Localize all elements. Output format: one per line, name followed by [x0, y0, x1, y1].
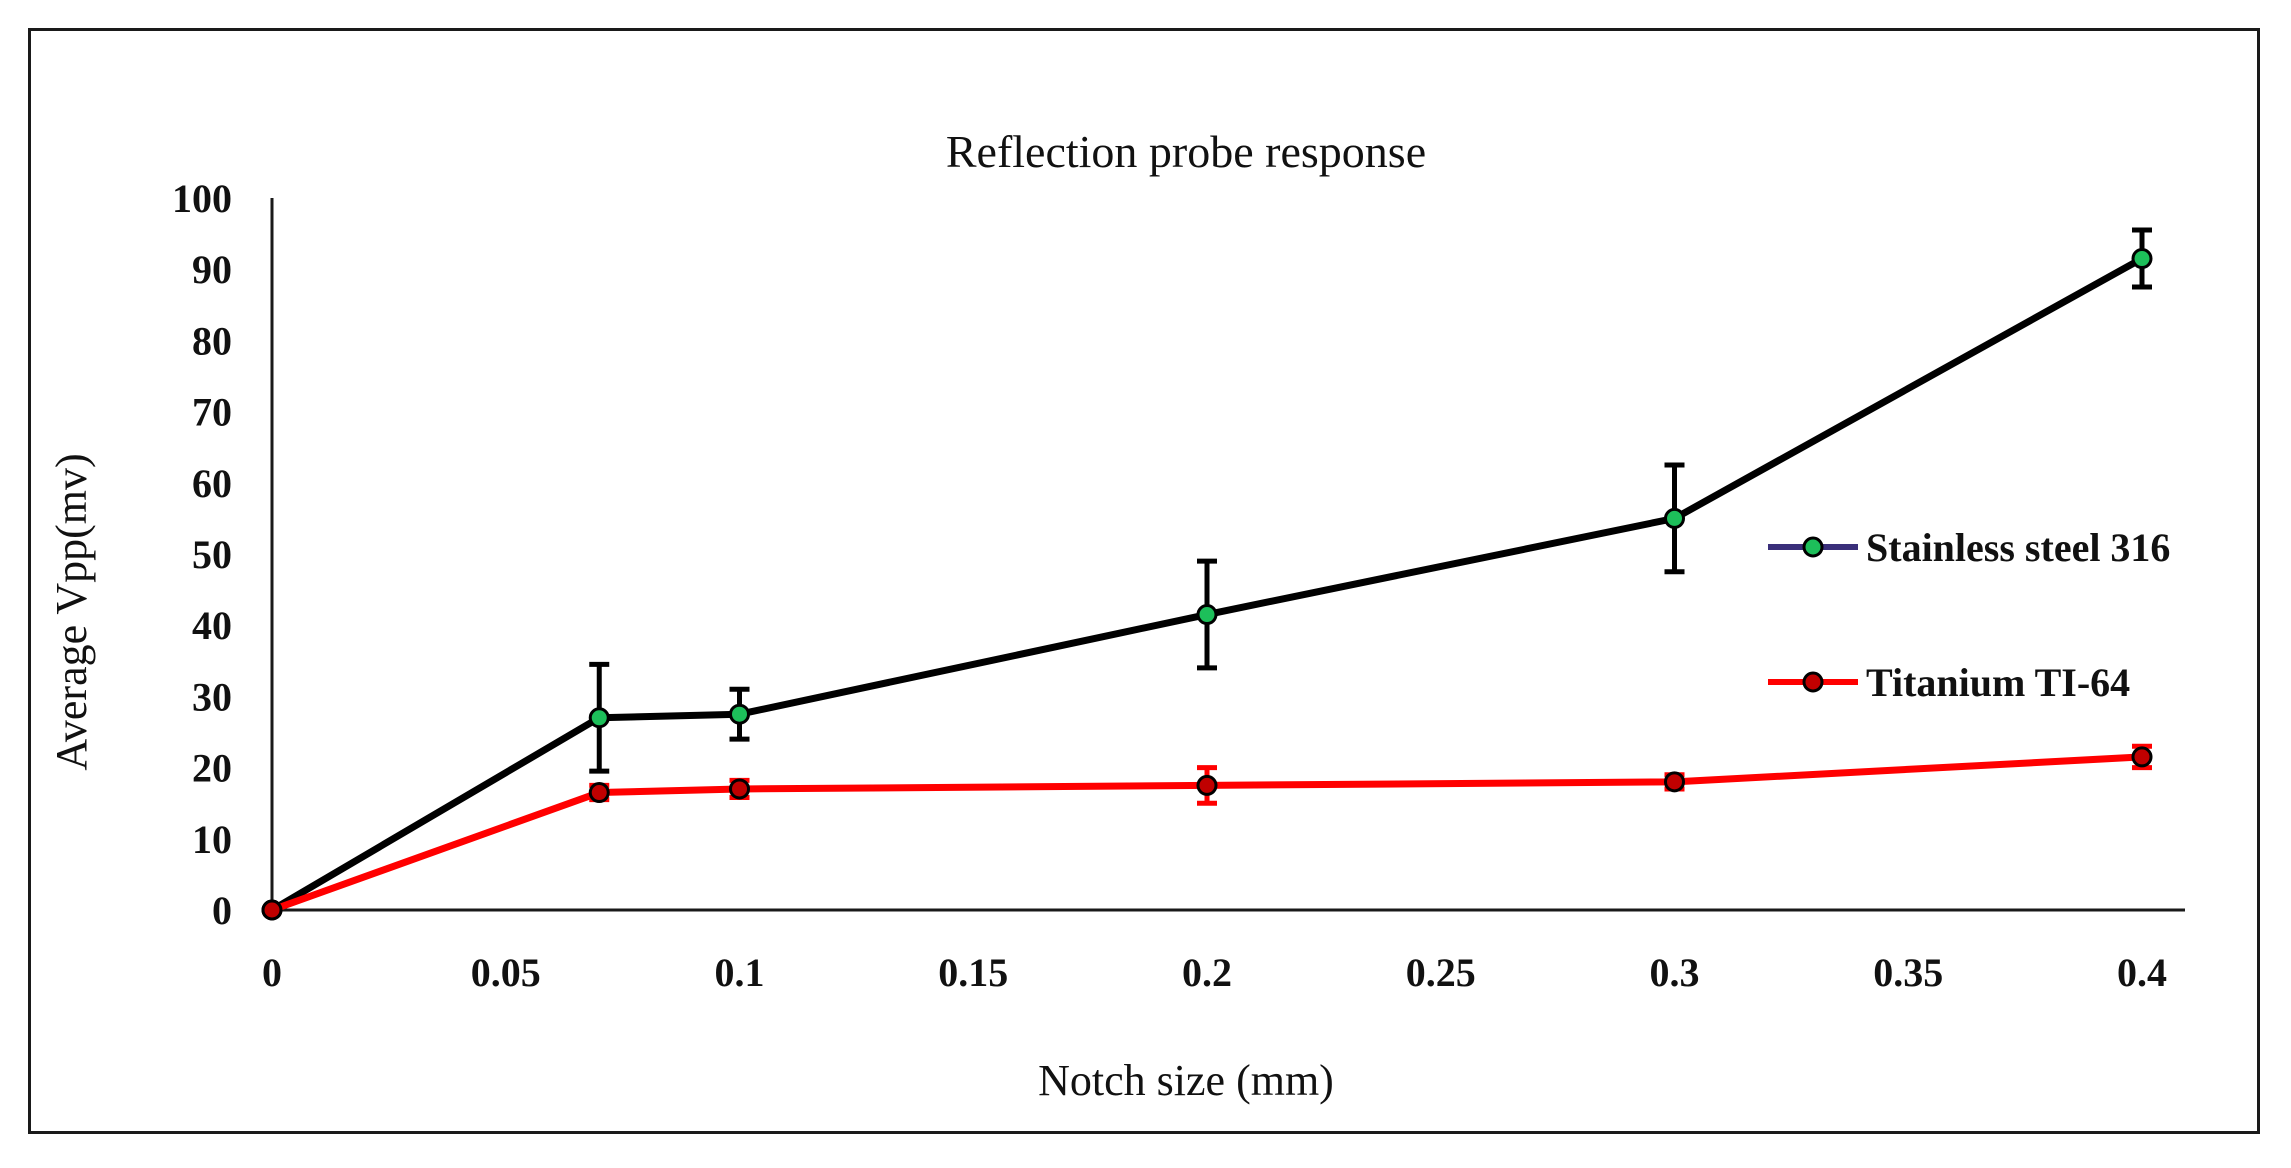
x-tick-label: 0.2 — [1182, 950, 1232, 995]
data-point — [2131, 746, 2153, 768]
x-tick-label: 0.1 — [715, 950, 765, 995]
y-tick-label: 30 — [192, 674, 232, 719]
axes — [270, 198, 2185, 912]
data-point — [588, 782, 610, 804]
y-tick-label: 100 — [172, 176, 232, 221]
data-point — [1196, 774, 1218, 796]
legend-label: Stainless steel 316 — [1866, 525, 2170, 570]
y-axis-label: Average Vpp(mv) — [47, 453, 96, 770]
data-point — [729, 778, 750, 800]
legend-label: Titanium TI-64 — [1866, 660, 2130, 705]
series-layer — [261, 227, 2153, 921]
y-tick-label: 20 — [192, 746, 232, 791]
series-line — [270, 255, 2144, 914]
y-tick-label: 40 — [192, 603, 232, 648]
x-tick-label: 0.35 — [1873, 950, 1943, 995]
series-2 — [261, 743, 2153, 921]
y-tick-label: 50 — [192, 532, 232, 577]
data-point — [1196, 604, 1218, 626]
x-tick-label: 0 — [262, 950, 282, 995]
data-point — [588, 707, 610, 729]
x-tick-label: 0.05 — [471, 950, 541, 995]
y-tick-label: 70 — [192, 390, 232, 435]
data-point — [1664, 507, 1685, 529]
x-tick-label: 0.15 — [938, 950, 1008, 995]
x-tick-label: 0.4 — [2117, 950, 2167, 995]
legend-swatch-marker — [1802, 671, 1824, 693]
series-line — [270, 753, 2143, 914]
data-point — [261, 899, 283, 921]
x-tick-labels: 0 0.05 0.1 0.15 0.2 0.25 0.3 0.35 0.4 — [262, 950, 2167, 995]
y-tick-label: 90 — [192, 247, 232, 292]
y-tick-label: 60 — [192, 461, 232, 506]
y-tick-labels: 0 10 20 30 40 50 60 70 80 90 100 — [172, 176, 232, 933]
chart-title: Reflection probe response — [946, 126, 1426, 177]
x-tick-label: 0.25 — [1406, 950, 1476, 995]
data-point — [2131, 248, 2153, 270]
x-axis-label: Notch size (mm) — [1038, 1056, 1334, 1105]
x-tick-label: 0.3 — [1650, 950, 1700, 995]
y-tick-label: 0 — [212, 888, 232, 933]
y-tick-label: 10 — [192, 817, 232, 862]
data-point — [729, 703, 750, 725]
legend: Stainless steel 316 Titanium TI-64 — [1768, 525, 2170, 705]
series-1 — [261, 227, 2153, 921]
data-point — [1664, 771, 1685, 793]
legend-swatch-marker — [1802, 536, 1824, 558]
y-tick-label: 80 — [192, 318, 232, 363]
chart-frame — [28, 28, 2260, 1134]
